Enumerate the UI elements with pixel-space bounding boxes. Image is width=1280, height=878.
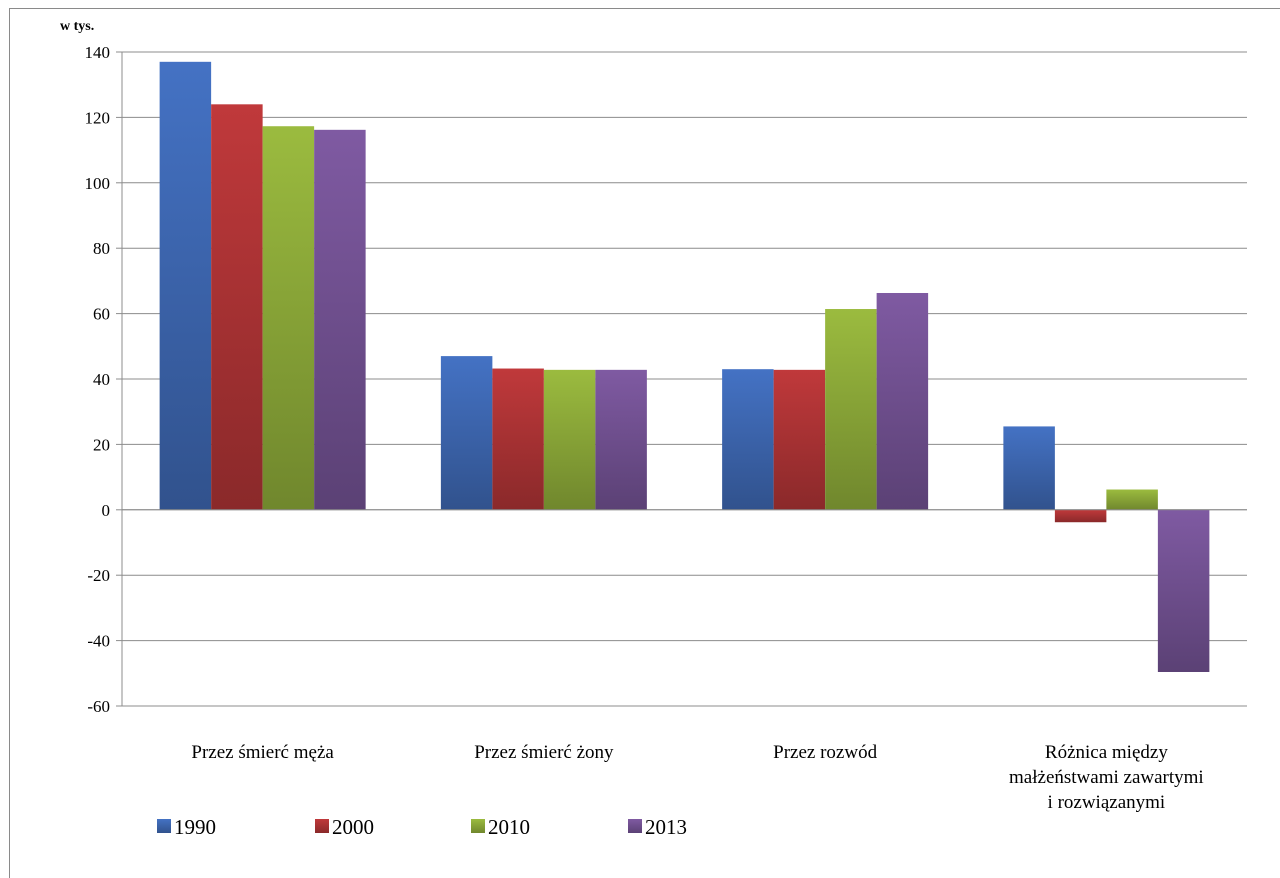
bar	[595, 369, 647, 510]
bars	[159, 61, 1210, 672]
y-tick-label: 80	[93, 239, 110, 258]
bar	[722, 369, 774, 510]
bar	[773, 369, 826, 510]
legend-swatch	[471, 819, 485, 833]
y-tick-label: 0	[102, 501, 111, 520]
legend-swatch	[628, 819, 642, 833]
bar	[262, 126, 315, 510]
axes	[116, 51, 1247, 707]
bar	[1106, 489, 1158, 510]
bar	[159, 61, 212, 510]
x-category-label: Przez rozwód	[773, 742, 877, 763]
bar	[314, 129, 366, 510]
legend-swatch	[157, 819, 171, 833]
labels: 140 120 100 80 60 40 20 0 -20 -40 -60 w tys. Przez ś…	[60, 19, 1204, 813]
y-tick-label: 40	[93, 370, 110, 389]
legend: 1990 2000 2010 2013	[157, 815, 687, 839]
bar	[492, 368, 544, 510]
bar	[1003, 426, 1055, 510]
bar	[211, 104, 263, 510]
y-tick-label: 60	[93, 305, 110, 324]
y-tick-label: 120	[85, 108, 111, 127]
y-tick-label: -20	[87, 566, 110, 585]
x-category-label: i rozwiązanymi	[1048, 792, 1166, 813]
legend-label: 2013	[645, 815, 687, 839]
x-category-label: Przez śmierć męża	[191, 742, 334, 763]
y-tick-label: 20	[93, 435, 110, 454]
legend-label: 2000	[332, 815, 374, 839]
y-tick-label: -60	[87, 697, 110, 716]
x-category-label: małżeństwami zawartymi	[1009, 767, 1204, 788]
chart-frame	[9, 8, 1280, 878]
legend-label: 2010	[488, 815, 530, 839]
bar	[1157, 509, 1210, 672]
bar	[876, 292, 929, 510]
y-tick-label: -40	[87, 632, 110, 651]
bar	[825, 309, 877, 510]
bar	[1054, 509, 1107, 523]
bar	[543, 369, 596, 510]
x-category-label: Różnica między	[1045, 742, 1168, 763]
legend-label: 1990	[174, 815, 216, 839]
x-category-label: Przez śmierć żony	[474, 742, 614, 763]
bar	[440, 356, 493, 510]
y-unit-label: w tys.	[60, 19, 94, 34]
y-tick-label: 140	[85, 43, 111, 62]
legend-swatch	[315, 819, 329, 833]
y-tick-label: 100	[85, 174, 111, 193]
